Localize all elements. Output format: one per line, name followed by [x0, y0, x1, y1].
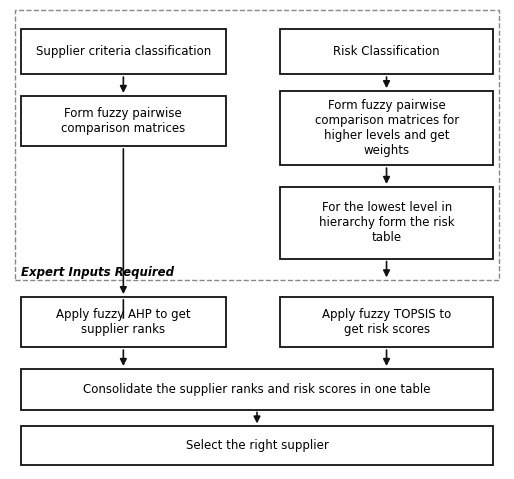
Bar — [21, 96, 226, 146]
Text: Risk Classification: Risk Classification — [334, 45, 440, 58]
Bar — [280, 297, 493, 347]
Bar — [280, 187, 493, 259]
Text: For the lowest level in
hierarchy form the risk
table: For the lowest level in hierarchy form t… — [319, 201, 454, 244]
Text: Supplier criteria classification: Supplier criteria classification — [36, 45, 211, 58]
Text: Select the right supplier: Select the right supplier — [186, 439, 328, 452]
Text: Apply fuzzy AHP to get
supplier ranks: Apply fuzzy AHP to get supplier ranks — [56, 308, 191, 336]
Text: Apply fuzzy TOPSIS to
get risk scores: Apply fuzzy TOPSIS to get risk scores — [322, 308, 451, 336]
Bar — [21, 297, 226, 347]
Bar — [21, 29, 226, 74]
Text: Form fuzzy pairwise
comparison matrices for
higher levels and get
weights: Form fuzzy pairwise comparison matrices … — [315, 99, 459, 157]
Bar — [280, 29, 493, 74]
Text: Consolidate the supplier ranks and risk scores in one table: Consolidate the supplier ranks and risk … — [83, 383, 431, 396]
Text: Form fuzzy pairwise
comparison matrices: Form fuzzy pairwise comparison matrices — [61, 107, 186, 135]
Text: Expert Inputs Required: Expert Inputs Required — [21, 265, 174, 279]
Bar — [21, 426, 493, 465]
Bar — [15, 10, 499, 280]
Bar — [21, 369, 493, 410]
Bar — [280, 91, 493, 165]
